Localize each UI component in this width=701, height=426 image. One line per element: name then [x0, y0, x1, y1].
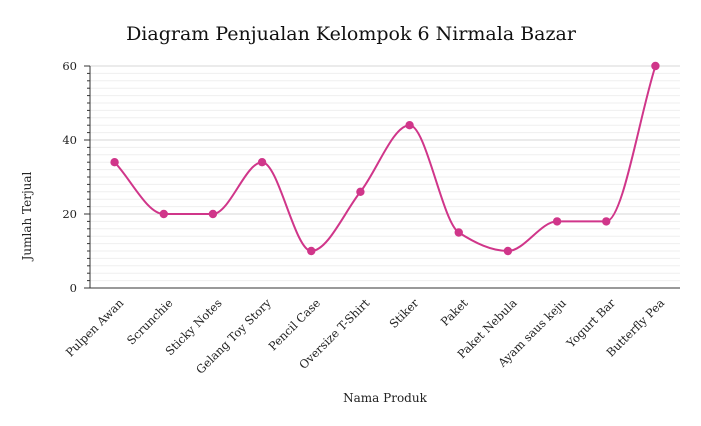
- chart-title: Diagram Penjualan Kelompok 6 Nirmala Baz…: [126, 23, 577, 45]
- data-point: [307, 246, 316, 256]
- y-tick-label: 40: [62, 133, 77, 147]
- x-axis-label: Nama Produk: [343, 391, 427, 405]
- y-axis-label: Jumlah Terjual: [20, 171, 34, 262]
- y-tick-label: 0: [70, 281, 77, 295]
- data-point: [454, 228, 463, 237]
- data-point: [208, 209, 218, 219]
- x-tick-label: Scrunchie: [124, 296, 176, 348]
- data-point: [503, 246, 513, 256]
- y-tick-label: 60: [62, 59, 77, 73]
- x-tick-label: Stiker: [386, 296, 421, 331]
- y-tick-label: 20: [62, 207, 77, 221]
- data-point: [602, 217, 611, 226]
- x-tick-label: Paket: [438, 296, 471, 329]
- x-tick-label: Pulpen Awan: [63, 295, 127, 359]
- data-point: [405, 121, 414, 130]
- series-line: [113, 65, 657, 253]
- data-points: [110, 61, 660, 256]
- data-point: [159, 209, 168, 219]
- data-point: [552, 217, 562, 226]
- data-point: [257, 158, 267, 167]
- grid: [90, 65, 680, 282]
- data-point: [356, 187, 365, 196]
- y-axis-ticks: 0 20 40 60: [62, 59, 90, 295]
- data-point: [651, 61, 660, 71]
- data-point: [110, 158, 119, 167]
